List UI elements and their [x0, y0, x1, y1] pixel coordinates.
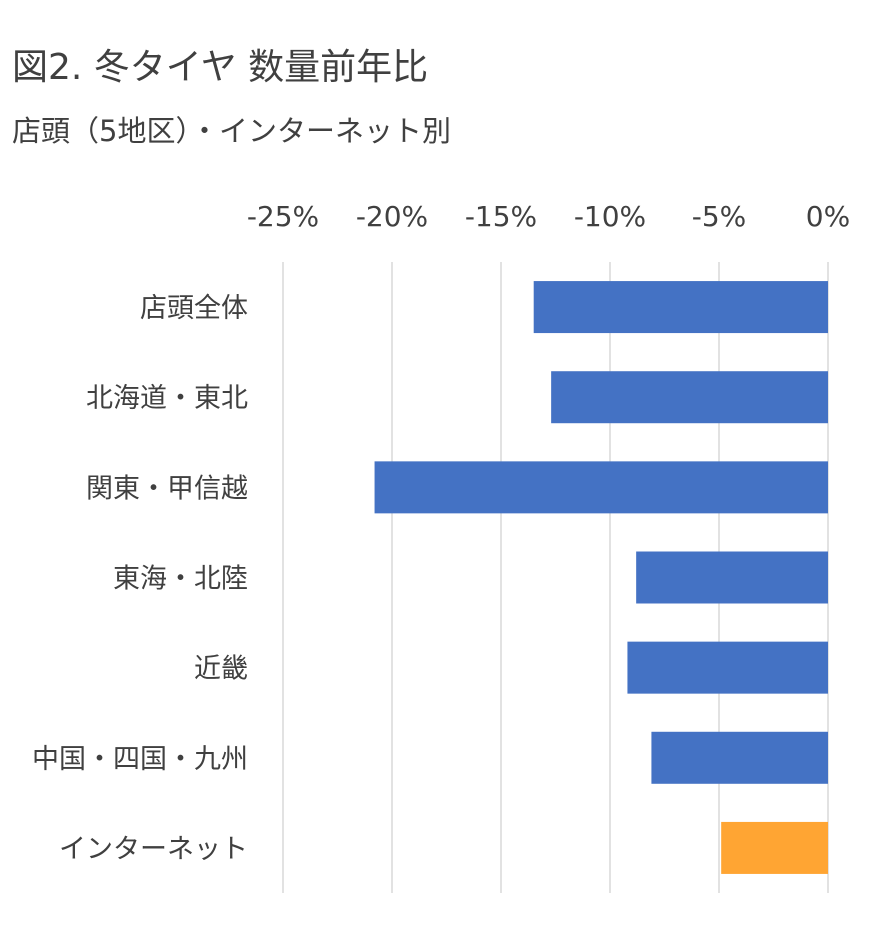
bar [533, 281, 828, 334]
bar [551, 371, 828, 424]
x-tick-label: -15% [465, 200, 537, 233]
bar [627, 641, 828, 694]
category-label: 近畿 [194, 654, 248, 685]
x-tick-label: -10% [574, 200, 646, 233]
chart-subtitle: 店頭（5地区）・インターネット別 [12, 114, 451, 148]
bar [721, 821, 828, 874]
bar [374, 461, 828, 514]
category-label: 中国・四国・九州 [32, 744, 248, 775]
category-label: インターネット [59, 834, 248, 865]
bar [636, 551, 828, 604]
category-label: 関東・甲信越 [86, 473, 248, 504]
x-tick-label: -25% [247, 200, 319, 233]
x-tick-label: 0% [806, 200, 850, 233]
x-tick-label: -20% [356, 200, 428, 233]
category-label: 北海道・東北 [86, 383, 248, 414]
bar [651, 731, 828, 784]
category-label: 店頭全体 [140, 293, 248, 324]
x-tick-label: -5% [692, 200, 747, 233]
chart-title: 図2. 冬タイヤ 数量前年比 [12, 47, 429, 88]
category-label: 東海・北陸 [113, 564, 248, 595]
